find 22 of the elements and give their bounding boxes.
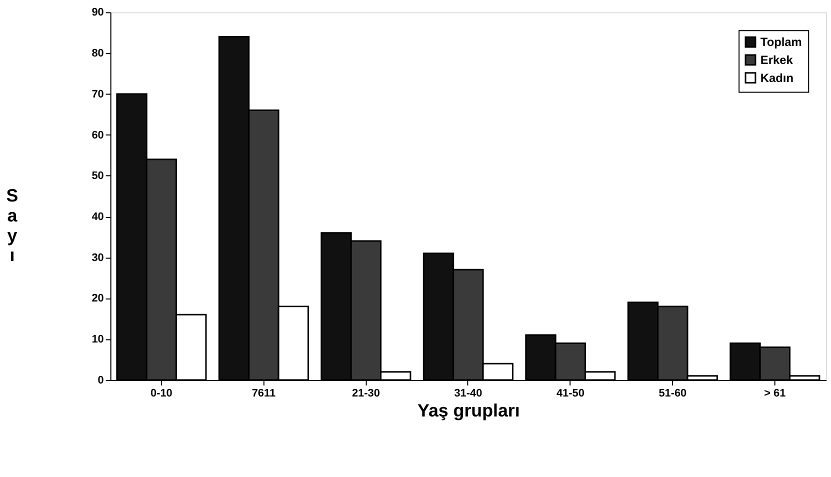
x-tick-label: 0-10	[150, 387, 172, 400]
y-tick-label: 80	[92, 48, 104, 60]
y-tick-label: 70	[92, 88, 104, 100]
x-axis-title: Yaş grupları	[418, 400, 520, 420]
y-tick-label: 30	[92, 252, 104, 264]
x-tick-label: 21-30	[352, 387, 380, 400]
x-tick-label: 41-50	[556, 387, 584, 400]
y-tick-label: 60	[92, 129, 104, 142]
legend-label: Toplam	[760, 35, 802, 50]
y-tick-label: 50	[92, 170, 104, 182]
y-tick-label: 0	[98, 374, 104, 386]
y-tick-label: 10	[92, 334, 104, 346]
x-tick-label: > 61	[764, 387, 786, 400]
x-tick-label: 51-60	[658, 387, 687, 400]
y-axis-title: Sayı	[6, 186, 18, 266]
x-tick-label: 31-40	[454, 387, 482, 400]
x-tick-label: 7611	[252, 387, 276, 400]
y-tick-label: 20	[92, 292, 104, 305]
y-tick-label: 40	[92, 211, 104, 224]
legend-label: Erkek	[760, 52, 794, 67]
legend-label: Kadın	[760, 70, 794, 85]
y-tick-label: 90	[92, 6, 104, 19]
